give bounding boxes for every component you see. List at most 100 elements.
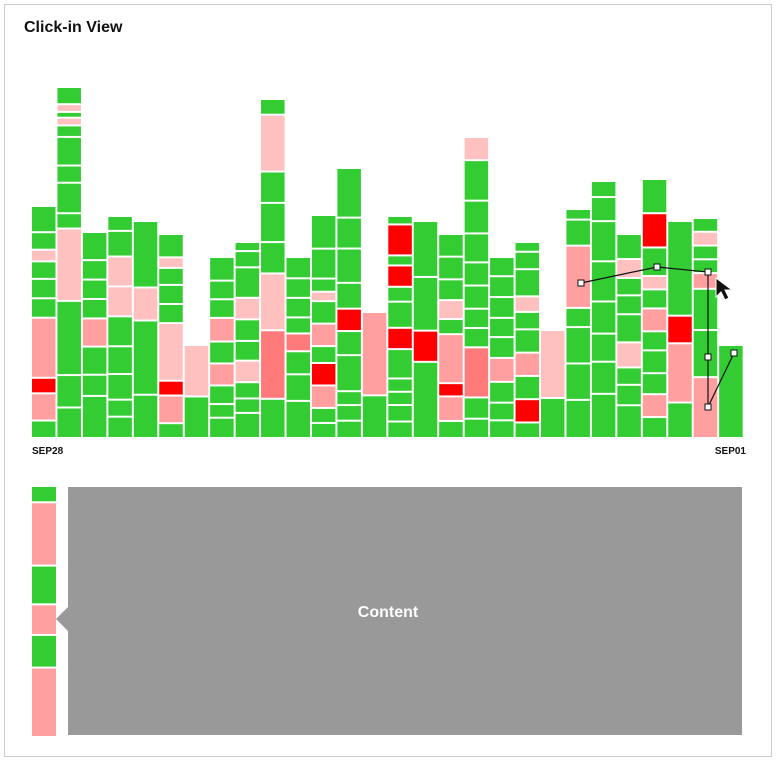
- block: [362, 396, 387, 437]
- block: [439, 235, 463, 256]
- block: [159, 424, 183, 437]
- block: [439, 320, 463, 334]
- block: [617, 343, 641, 367]
- block: [286, 318, 310, 333]
- block: [439, 335, 463, 383]
- block: [388, 406, 412, 421]
- block: [388, 328, 412, 349]
- block: [464, 398, 489, 418]
- block: [311, 364, 336, 385]
- block: [133, 288, 158, 320]
- block: [159, 305, 183, 323]
- block: [388, 287, 412, 301]
- block: [464, 201, 489, 233]
- block: [413, 331, 438, 361]
- block: [235, 298, 260, 319]
- block: [337, 406, 361, 420]
- block: [210, 405, 234, 417]
- block: [159, 235, 183, 257]
- block: [464, 309, 489, 328]
- block: [82, 375, 107, 395]
- block: [210, 318, 234, 341]
- block: [337, 332, 361, 355]
- block: [591, 182, 616, 197]
- block: [82, 280, 107, 299]
- block: [82, 233, 107, 260]
- block: [32, 233, 56, 249]
- block: [108, 231, 132, 256]
- block: [261, 243, 285, 273]
- block: [235, 399, 260, 412]
- block: [668, 344, 692, 402]
- path-handle: [704, 403, 712, 411]
- block: [82, 396, 107, 437]
- block: [617, 315, 641, 342]
- block: [490, 382, 514, 402]
- block: [439, 301, 463, 319]
- block: [311, 292, 336, 301]
- block: [235, 383, 260, 398]
- block: [57, 88, 81, 104]
- block: [311, 324, 336, 346]
- block: [159, 268, 183, 284]
- block: [235, 252, 260, 267]
- selection-path[interactable]: [577, 263, 738, 411]
- path-line: [580, 266, 735, 408]
- block: [515, 423, 540, 437]
- block: [337, 356, 361, 391]
- block: [464, 234, 489, 262]
- block: [133, 395, 158, 437]
- block: [184, 397, 209, 437]
- block: [591, 222, 616, 261]
- block: [286, 375, 310, 400]
- block: [32, 668, 56, 736]
- block: [591, 334, 616, 361]
- block: [693, 246, 718, 259]
- block: [693, 289, 718, 330]
- path-handle: [577, 279, 585, 287]
- block: [337, 218, 361, 248]
- block: [591, 302, 616, 333]
- block: [642, 395, 667, 417]
- block: [388, 266, 412, 286]
- block: [464, 348, 489, 397]
- block: [566, 400, 590, 437]
- block: [235, 413, 260, 437]
- block: [286, 401, 310, 437]
- block: [617, 235, 641, 259]
- block: [490, 318, 514, 337]
- path-handle: [730, 349, 738, 357]
- block: [668, 403, 692, 437]
- block: [642, 309, 667, 331]
- panel-pointer: [56, 607, 68, 631]
- block: [235, 320, 260, 340]
- block: [210, 418, 234, 437]
- block: [210, 258, 234, 280]
- block: [32, 605, 56, 634]
- block: [108, 317, 132, 346]
- block: [210, 342, 234, 363]
- block: [286, 334, 310, 351]
- block: [464, 329, 489, 347]
- detail-column[interactable]: [32, 487, 56, 736]
- end-date-label: SEP01: [715, 446, 747, 457]
- block: [464, 419, 489, 437]
- block: [261, 274, 285, 330]
- block: [541, 331, 565, 397]
- block: [159, 324, 183, 380]
- path-handle: [653, 263, 661, 271]
- block: [388, 350, 412, 378]
- block: [57, 137, 81, 165]
- block: [261, 203, 285, 242]
- block: [286, 298, 310, 317]
- block: [57, 105, 81, 111]
- block: [57, 126, 81, 136]
- block: [515, 330, 540, 352]
- block: [82, 319, 107, 346]
- block: [32, 487, 56, 502]
- block: [693, 232, 718, 245]
- block: [439, 421, 463, 437]
- block: [337, 309, 361, 331]
- block: [82, 347, 107, 374]
